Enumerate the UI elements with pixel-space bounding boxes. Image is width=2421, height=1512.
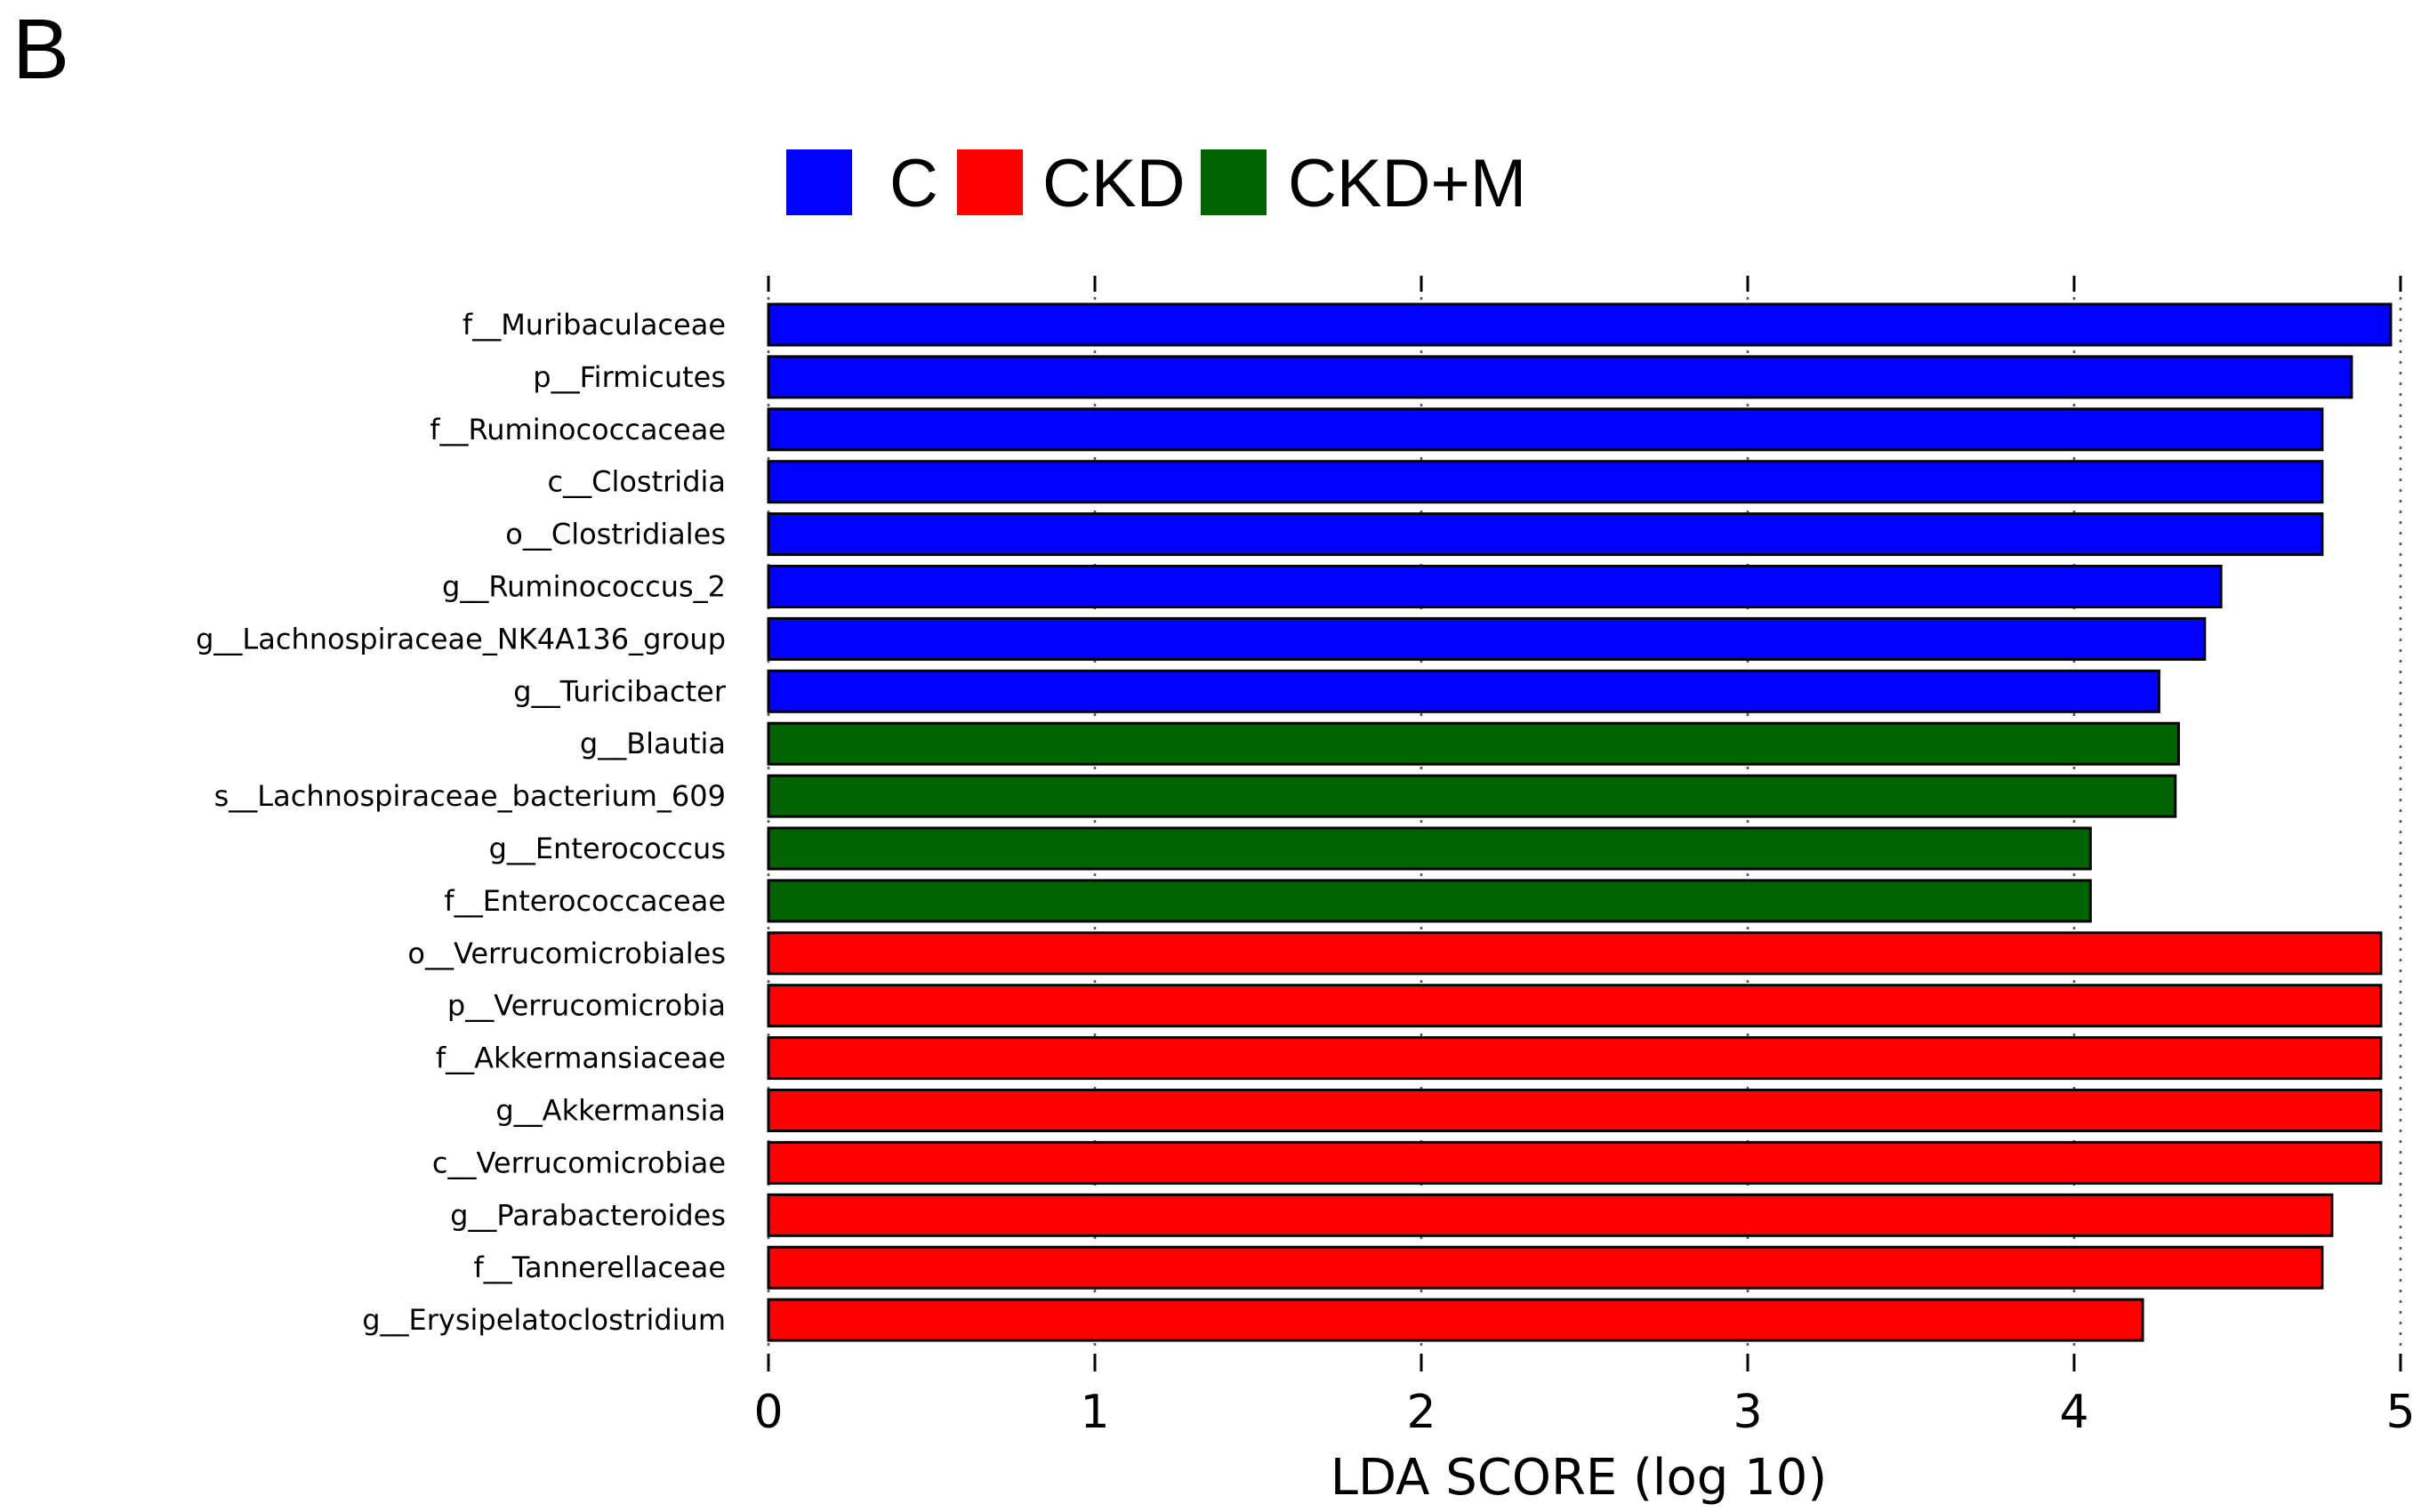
category-label: p__Verrucomicrobia: [447, 989, 726, 1023]
category-label: f__Tannerellaceae: [474, 1251, 726, 1284]
category-label: g__Turicibacter: [513, 674, 727, 708]
category-label: g__Parabacteroides: [450, 1198, 726, 1232]
bar-f-tannerellaceae: [767, 1245, 2324, 1290]
bar-c-verrucomicrobiae: [767, 1140, 2383, 1185]
legend-swatch-ckd: [957, 149, 1023, 215]
bar-g-akkermansia: [767, 1089, 2383, 1132]
bar-c-clostridia: [767, 460, 2324, 504]
category-label: o__Verrucomicrobiales: [407, 937, 726, 970]
category-label: f__Ruminococcaceae: [430, 413, 726, 446]
bar-o-verrucomicrobiales: [767, 931, 2383, 976]
bar-f-muribaculaceae: [767, 302, 2393, 347]
category-label: f__Muribaculaceae: [462, 308, 726, 342]
bar-g-enterococcus: [767, 826, 2092, 871]
bar-f-enterococcaceae: [767, 879, 2092, 923]
bar-g-ruminococcus-2: [767, 565, 2223, 608]
x-tick-label: 1: [1080, 1386, 1109, 1439]
category-label: g__Enterococcus: [489, 832, 726, 865]
bar-p-verrucomicrobia: [767, 984, 2383, 1028]
category-label: f__Akkermansiaceae: [436, 1042, 726, 1075]
category-label: p__Firmicutes: [533, 360, 726, 394]
chart-legend: C CKD CKD+M: [786, 146, 1526, 221]
category-label: g__Erysipelatoclostridium: [362, 1303, 726, 1337]
chart-bars: [767, 302, 2393, 1342]
x-tick-label: 2: [1406, 1386, 1436, 1439]
x-tick-label: 5: [2385, 1386, 2415, 1439]
bar-s-lachnospiraceae-bacterium-609: [767, 774, 2177, 818]
bar-o-clostridiales: [767, 512, 2324, 557]
legend-label-ckd-m: CKD+M: [1288, 146, 1526, 221]
category-label: c__Clostridia: [548, 465, 726, 499]
bar-g-erysipelatoclostridium: [767, 1298, 2144, 1342]
bar-g-turicibacter: [767, 669, 2160, 713]
legend-swatch-c: [786, 149, 852, 215]
legend-label-c: C: [889, 146, 938, 221]
category-label: g__Lachnospiraceae_NK4A136_group: [196, 622, 726, 655]
category-label: c__Verrucomicrobiae: [432, 1146, 726, 1179]
legend-label-ckd: CKD: [1042, 146, 1185, 221]
category-label: g__Blautia: [580, 727, 726, 760]
bar-p-firmicutes: [767, 355, 2353, 399]
x-tick-label: 0: [753, 1386, 783, 1439]
panel-label: B: [12, 2, 70, 97]
bar-f-akkermansiaceae: [767, 1036, 2383, 1081]
category-label: g__Ruminococcus_2: [442, 570, 726, 604]
x-axis: 0 1 2 3 4 5: [753, 276, 2416, 1439]
category-label: o__Clostridiales: [505, 518, 726, 551]
category-labels: f__Muribaculaceae p__Firmicutes f__Ruminoc…: [196, 308, 727, 1337]
x-tick-label: 3: [1733, 1386, 1762, 1439]
legend-swatch-ckd-m: [1201, 149, 1267, 215]
x-tick-label: 4: [2059, 1386, 2088, 1439]
bar-g-parabacteroides: [767, 1193, 2334, 1237]
bar-g-lachnospiraceae-nk4a136-group: [767, 616, 2207, 661]
category-label: g__Akkermansia: [495, 1094, 726, 1128]
category-label: f__Enterococcaceae: [444, 884, 726, 918]
category-label: s__Lachnospiraceae_bacterium_609: [214, 779, 726, 813]
x-axis-title: LDA SCORE (log 10): [1331, 1449, 1827, 1507]
bar-f-ruminococcaceae: [767, 407, 2324, 452]
bar-g-blautia: [767, 721, 2180, 766]
